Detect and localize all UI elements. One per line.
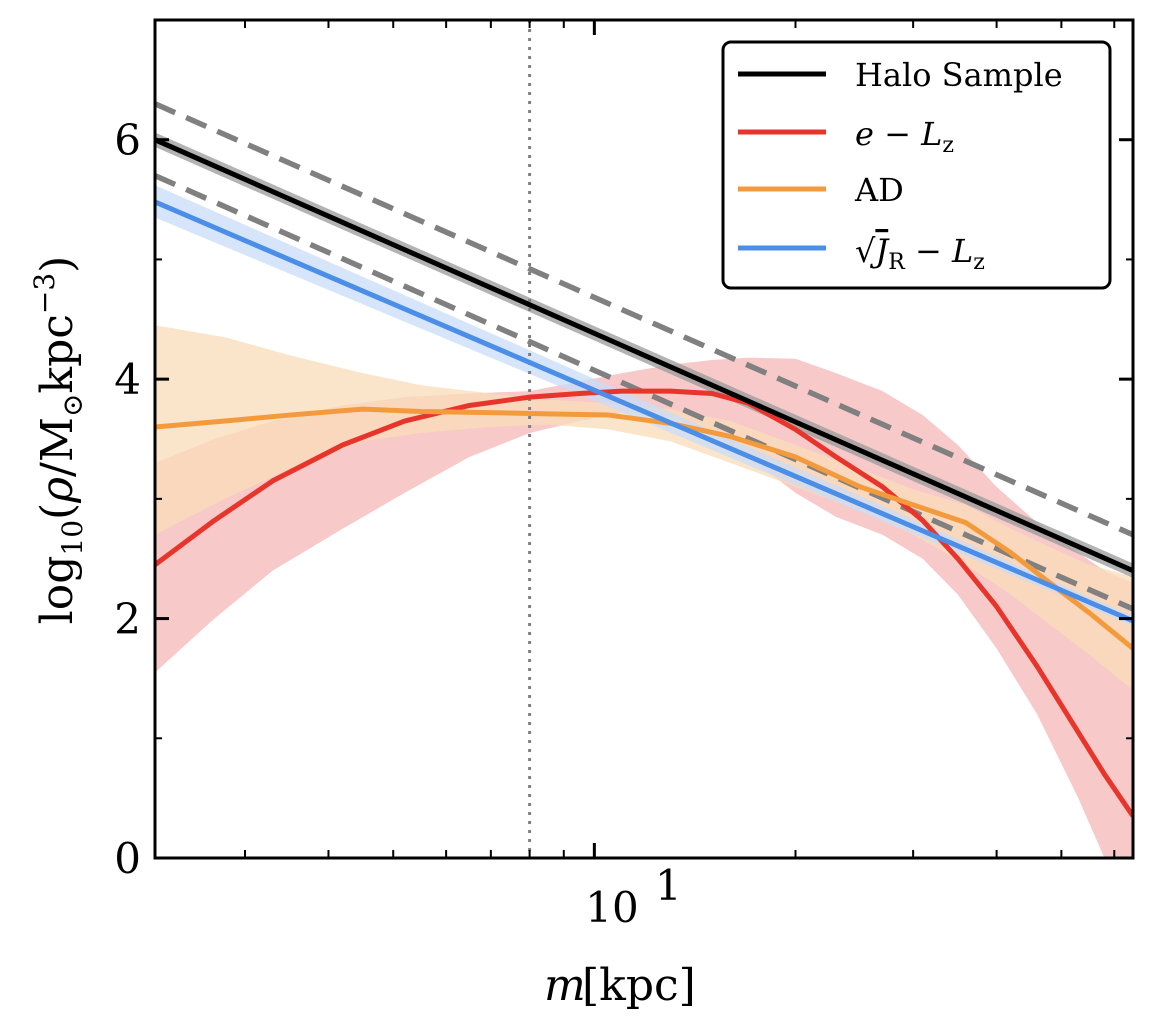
y-tick-label-0: 0 [114,834,141,883]
line-e-lz [155,388,1133,818]
series-lines [155,137,1133,818]
svg-text:1: 1 [655,861,682,910]
x-tick-label-10: 10 1 [585,861,681,932]
plot-frame [153,18,1135,860]
band-ad [155,325,1133,691]
y-axis-label: log10(ρ/M⊙kpc−3) [28,256,89,625]
legend-label-ad: AD [854,171,904,209]
line-ad [155,406,1133,651]
legend-label-e-lz: e − Lz [855,115,954,158]
svg-text:10: 10 [585,883,638,932]
axis-ticks: 0 2 4 6 [114,20,1133,883]
y-tick-label-2: 2 [114,595,141,644]
legend-label-sqrt-jr-lz: √JR − Lz [855,232,985,275]
reference-dashed-line-2 [155,173,1133,612]
legend: Halo Sample e − Lz AD √JR − Lz [721,40,1112,290]
svg-text:log10(ρ/M⊙kpc−3): log10(ρ/M⊙kpc−3) [28,256,89,625]
svg-text:m: m [544,960,586,1011]
line-j-r-lz [155,199,1133,624]
y-tick-label-4: 4 [114,355,141,404]
x-axis-label: m [kpc] [544,960,696,1011]
plot-area [155,20,1133,858]
reference-dashed-line-1 [155,101,1133,538]
reference-lines [155,20,1133,858]
legend-box [721,40,1112,290]
legend-label-halo-sample: Halo Sample [855,56,1063,94]
svg-text:[kpc]: [kpc] [582,960,696,1011]
y-tick-label-6: 6 [114,116,141,165]
line-halo-sample [155,137,1133,573]
